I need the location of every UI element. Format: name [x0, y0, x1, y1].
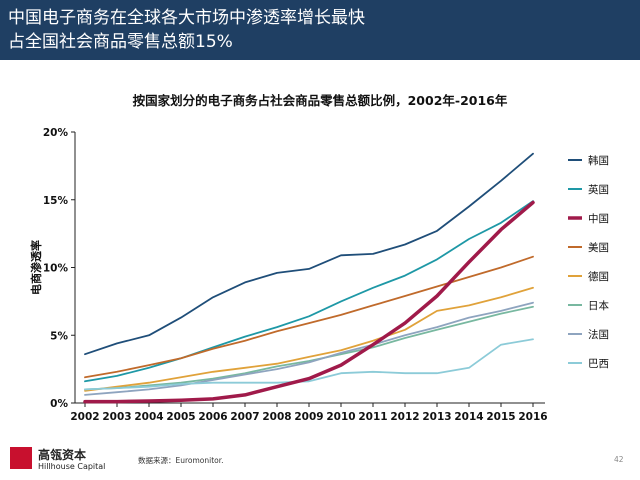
slide-title: 中国电子商务在全球各大市场中渗透率增长最快 占全国社会商品零售总额15% — [8, 8, 365, 52]
x-tick-label: 2007 — [230, 411, 259, 423]
x-tick-label: 2002 — [70, 411, 99, 423]
y-tick-label: 5% — [50, 330, 68, 342]
line-chart: 0%5%10%15%20%2002 2003 2004 2005 2006 2007 200… — [29, 127, 609, 423]
brand-name-en: Hillhouse Capital — [38, 462, 106, 471]
series-line-5 — [84, 286, 534, 392]
x-tick-label: 2009 — [294, 411, 323, 423]
x-tick-label: 2014 — [454, 411, 483, 423]
legend-label: 德国 — [588, 270, 609, 283]
series-line-1 — [84, 152, 534, 356]
chart-series — [83, 152, 535, 404]
x-tick-label: 2013 — [422, 411, 451, 423]
series-line-7 — [84, 301, 534, 396]
legend-label: 巴西 — [588, 358, 609, 370]
series-line-6 — [84, 305, 534, 391]
series-line-4 — [84, 255, 534, 379]
x-tick-label: 2012 — [390, 411, 419, 423]
legend-label: 美国 — [588, 241, 609, 254]
x-tick-label: 2005 — [166, 411, 195, 423]
x-tick-label: 2006 — [198, 411, 227, 423]
x-tick-label: 2016 — [518, 411, 547, 423]
series-line-2 — [84, 200, 534, 383]
x-tick-label: 2015 — [486, 411, 515, 423]
y-axis-label: 电商渗透率 — [29, 240, 43, 295]
chart-title: 按国家划分的电子商务占社会商品零售总额比例，2002年-2016年 — [132, 93, 508, 108]
x-tick-label: 2008 — [262, 411, 291, 423]
y-tick-label: 20% — [43, 127, 69, 139]
legend-label: 日本 — [588, 299, 609, 312]
data-source: 数据来源：Euromonitor. — [138, 456, 224, 465]
hillhouse-logo-icon — [10, 447, 32, 469]
x-tick-label: 2010 — [326, 411, 355, 423]
legend-label: 中国 — [588, 212, 609, 225]
y-tick-label: 10% — [43, 263, 69, 275]
series-line-3 — [83, 200, 535, 404]
page-number: 42 — [614, 455, 624, 464]
legend-label: 法国 — [588, 328, 609, 341]
chart-axes: 0%5%10%15%20%2002 2003 2004 2005 2006 2007 200… — [43, 127, 548, 423]
x-tick-label: 2011 — [358, 411, 387, 423]
brand-name-cn: 高瓴资本 — [38, 448, 87, 462]
y-tick-label: 15% — [43, 195, 69, 207]
series-line-8 — [84, 338, 534, 391]
legend-label: 英国 — [588, 183, 609, 196]
legend-label: 韩国 — [588, 154, 609, 167]
x-tick-label: 2003 — [102, 411, 131, 423]
x-tick-label: 2004 — [134, 411, 163, 423]
y-tick-label: 0% — [50, 398, 68, 410]
slide-header: 中国电子商务在全球各大市场中渗透率增长最快 占全国社会商品零售总额15% — [0, 0, 640, 60]
